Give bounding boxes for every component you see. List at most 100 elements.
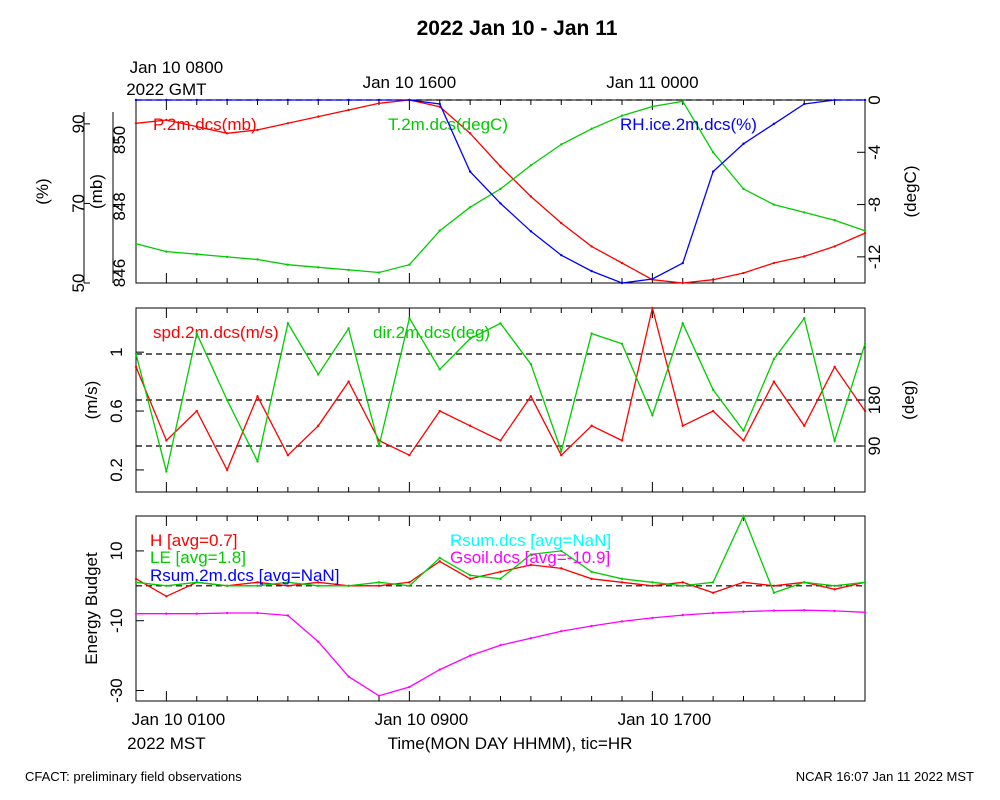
data-point: [165, 118, 168, 122]
data-point: [863, 229, 867, 232]
data-point: [772, 584, 776, 588]
data-point: [347, 380, 350, 383]
data-point: [590, 332, 593, 335]
data-point: [225, 255, 229, 259]
data-point: [317, 266, 320, 269]
x-axis-label: Time(MON DAY HHMM), tic=HR: [388, 734, 633, 753]
data-point: [195, 332, 198, 335]
data-point: [651, 105, 654, 108]
data-point: [863, 342, 867, 345]
data-point: [560, 549, 563, 553]
tick-label: -4: [865, 145, 884, 160]
data-point: [225, 98, 229, 102]
data-point: [681, 281, 684, 285]
data-point: [134, 122, 138, 125]
data-point: [195, 125, 198, 128]
data-point: [286, 454, 290, 457]
tick-label: 848: [110, 192, 129, 220]
data-point: [377, 444, 381, 448]
data-point: [651, 306, 654, 310]
data-point: [165, 612, 168, 615]
data-point: [863, 98, 867, 102]
legend-label: P.2m.dcs(mb): [153, 115, 257, 134]
data-point: [438, 668, 441, 671]
bottom-tick-label: Jan 10 0900: [375, 710, 469, 729]
data-point: [286, 322, 290, 325]
data-point: [317, 115, 320, 118]
data-point: [165, 98, 168, 102]
data-point: [256, 581, 259, 584]
data-point: [134, 365, 138, 369]
data-point: [195, 409, 198, 413]
data-point: [438, 409, 441, 413]
data-point: [833, 439, 836, 443]
tick-label: 850: [110, 126, 129, 154]
data-point: [438, 560, 441, 563]
data-point: [711, 591, 715, 594]
tick-label: 50: [69, 274, 88, 293]
data-point: [590, 570, 593, 574]
data-point: [681, 261, 684, 265]
data-point: [408, 263, 411, 266]
data-point: [863, 231, 867, 235]
data-point: [165, 250, 168, 253]
chart-layer: 50 70 90 (%) 846 848 850 (mb) 0 -4 -8 -12 (degC) P.2m…: [33, 58, 920, 753]
top-tick-label: Jan 11 0000: [606, 73, 698, 92]
data-point: [499, 577, 502, 581]
data-point: [408, 685, 411, 689]
energy-panel: -30 -10 10 Energy Budget H [avg=0.7]LE [avg=…: [82, 514, 867, 703]
data-point: [468, 577, 472, 581]
data-point: [711, 170, 715, 173]
tick-label: 0.6: [107, 399, 126, 423]
data-point: [408, 584, 411, 588]
data-point: [317, 98, 320, 102]
data-point: [803, 255, 806, 258]
data-point: [833, 609, 836, 613]
legend-label: T.2m.dcs(degC): [388, 115, 508, 134]
data-point: [256, 258, 259, 261]
data-point: [560, 629, 563, 633]
data-point: [742, 187, 745, 191]
data-point: [317, 640, 320, 643]
data-point: [499, 643, 502, 647]
axis-label: (degC): [901, 166, 920, 218]
data-point: [317, 581, 320, 584]
data-point: [468, 205, 472, 209]
data-point: [225, 611, 229, 615]
data-point: [803, 211, 806, 214]
data-point: [681, 100, 684, 103]
data-point: [772, 591, 776, 594]
series-line: [136, 609, 866, 697]
data-point: [620, 342, 624, 345]
data-point: [803, 102, 806, 106]
data-point: [620, 620, 624, 623]
data-point: [681, 424, 684, 427]
data-point: [529, 164, 533, 167]
data-point: [256, 128, 259, 132]
data-point: [711, 278, 715, 281]
data-point: [863, 611, 867, 614]
top-tick-label: Jan 10 0800: [130, 58, 224, 77]
data-point: [711, 409, 715, 413]
data-point: [225, 584, 229, 588]
tick-label: 70: [69, 194, 88, 213]
data-point: [803, 424, 806, 427]
data-point: [742, 142, 745, 145]
data-point: [620, 439, 624, 442]
legend-label: Gsoil.dcs [avg=-10.9]: [450, 548, 610, 567]
data-point: [560, 221, 563, 225]
data-point: [256, 395, 259, 398]
data-point: [651, 277, 654, 281]
data-point: [711, 151, 715, 154]
data-point: [468, 424, 472, 427]
data-point: [529, 563, 533, 567]
data-point: [651, 584, 654, 588]
data-point: [134, 577, 138, 581]
data-point: [742, 429, 745, 432]
data-point: [863, 581, 867, 584]
data-point: [165, 595, 168, 598]
data-point: [742, 271, 745, 275]
data-point: [195, 612, 198, 615]
data-point: [225, 398, 229, 402]
